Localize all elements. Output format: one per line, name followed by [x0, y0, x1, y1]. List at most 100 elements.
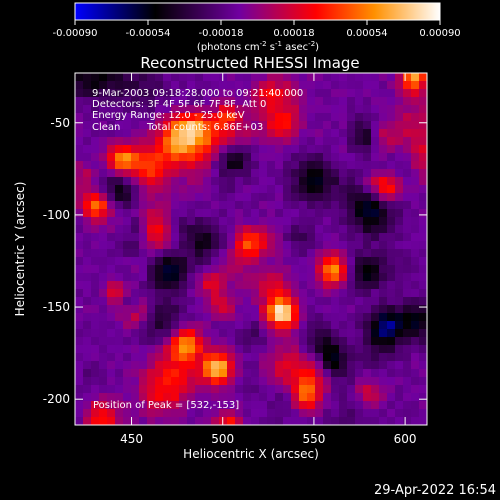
heatmap-cell [419, 241, 427, 250]
heatmap-cell [211, 73, 220, 82]
heatmap-cell [363, 129, 372, 138]
heatmap-cell [275, 89, 284, 98]
heatmap-cell [203, 337, 212, 346]
heatmap-cell [395, 113, 404, 122]
heatmap-cell [419, 161, 427, 170]
heatmap-cell [259, 233, 268, 242]
heatmap-cell [147, 409, 156, 418]
heatmap-cell [83, 233, 92, 242]
heatmap-cell [115, 361, 124, 370]
heatmap-cell [331, 153, 340, 162]
heatmap-cell [251, 257, 260, 266]
heatmap-cell [75, 409, 84, 418]
heatmap-cell [163, 225, 172, 234]
heatmap-cell [83, 353, 92, 362]
heatmap-cell [291, 113, 300, 122]
heatmap-cell [411, 305, 420, 314]
heatmap-cell [235, 97, 244, 106]
heatmap-cell [395, 81, 404, 90]
heatmap-cell [363, 281, 372, 290]
heatmap-cell [283, 385, 292, 394]
heatmap-cell [171, 273, 180, 282]
heatmap-cell [115, 345, 124, 354]
heatmap-cell [323, 385, 332, 394]
heatmap-cell [275, 209, 284, 218]
x-axis-ticks: 450 500 550 600 [120, 73, 417, 446]
heatmap-cell [235, 345, 244, 354]
heatmap-cell [307, 417, 316, 425]
heatmap-cell [355, 233, 364, 242]
heatmap-cell [211, 401, 220, 410]
heatmap-cell [227, 385, 236, 394]
heatmap-cell [347, 169, 356, 178]
heatmap-cell [379, 281, 388, 290]
heatmap-cell [347, 97, 356, 106]
heatmap-cell [195, 257, 204, 266]
heatmap-cell [339, 209, 348, 218]
heatmap-cell [75, 225, 84, 234]
heatmap-cell [315, 337, 324, 346]
heatmap-cell [363, 241, 372, 250]
heatmap-cell [251, 113, 260, 122]
heatmap-cell [323, 305, 332, 314]
heatmap-cell [387, 185, 396, 194]
heatmap-cell [243, 329, 252, 338]
heatmap-cell [379, 73, 388, 82]
heatmap-cell [211, 353, 220, 362]
heatmap-cell [379, 185, 388, 194]
heatmap-cell [275, 401, 284, 410]
heatmap-cell [275, 281, 284, 290]
heatmap-cell [419, 137, 427, 146]
heatmap-cell [99, 185, 108, 194]
heatmap-cell [235, 305, 244, 314]
heatmap-cell [267, 153, 276, 162]
heatmap-cell [315, 401, 324, 410]
heatmap-cell [123, 209, 132, 218]
heatmap-cell [203, 225, 212, 234]
heatmap-cell [315, 289, 324, 298]
heatmap-cell [91, 225, 100, 234]
heatmap-cell [155, 297, 164, 306]
heatmap-cell [75, 193, 84, 202]
heatmap-cell [75, 329, 84, 338]
heatmap-cell [323, 377, 332, 386]
heatmap-cell [251, 273, 260, 282]
heatmap-cell [235, 409, 244, 418]
heatmap-cell [387, 161, 396, 170]
heatmap-cell [307, 361, 316, 370]
heatmap-cell [147, 329, 156, 338]
heatmap-cell [267, 281, 276, 290]
heatmap-cell [299, 265, 308, 274]
heatmap-cell [315, 273, 324, 282]
heatmap-cell [179, 153, 188, 162]
heatmap-cell [299, 153, 308, 162]
heatmap-cell [403, 281, 412, 290]
heatmap-cell [347, 217, 356, 226]
heatmap-cell [355, 249, 364, 258]
heatmap-cell [163, 393, 172, 402]
heatmap-cell [99, 393, 108, 402]
heatmap-cell [195, 97, 204, 106]
heatmap-cell [363, 161, 372, 170]
heatmap-cell [179, 145, 188, 154]
heatmap-cell [403, 153, 412, 162]
heatmap-cell [131, 209, 140, 218]
heatmap-cell [259, 105, 268, 114]
heatmap-cell [235, 233, 244, 242]
heatmap-cell [403, 289, 412, 298]
heatmap-cell [251, 345, 260, 354]
heatmap-cell [363, 321, 372, 330]
heatmap-cell [411, 217, 420, 226]
heatmap-cell [171, 217, 180, 226]
heatmap-cell [235, 129, 244, 138]
heatmap-cell [227, 417, 236, 425]
heatmap-cell [139, 113, 148, 122]
heatmap-cell [347, 105, 356, 114]
heatmap-cell [187, 265, 196, 274]
heatmap-cell [227, 169, 236, 178]
heatmap-cell [227, 401, 236, 410]
heatmap-cell [411, 281, 420, 290]
heatmap-cell [347, 129, 356, 138]
heatmap-cell [363, 345, 372, 354]
heatmap-cell [123, 217, 132, 226]
